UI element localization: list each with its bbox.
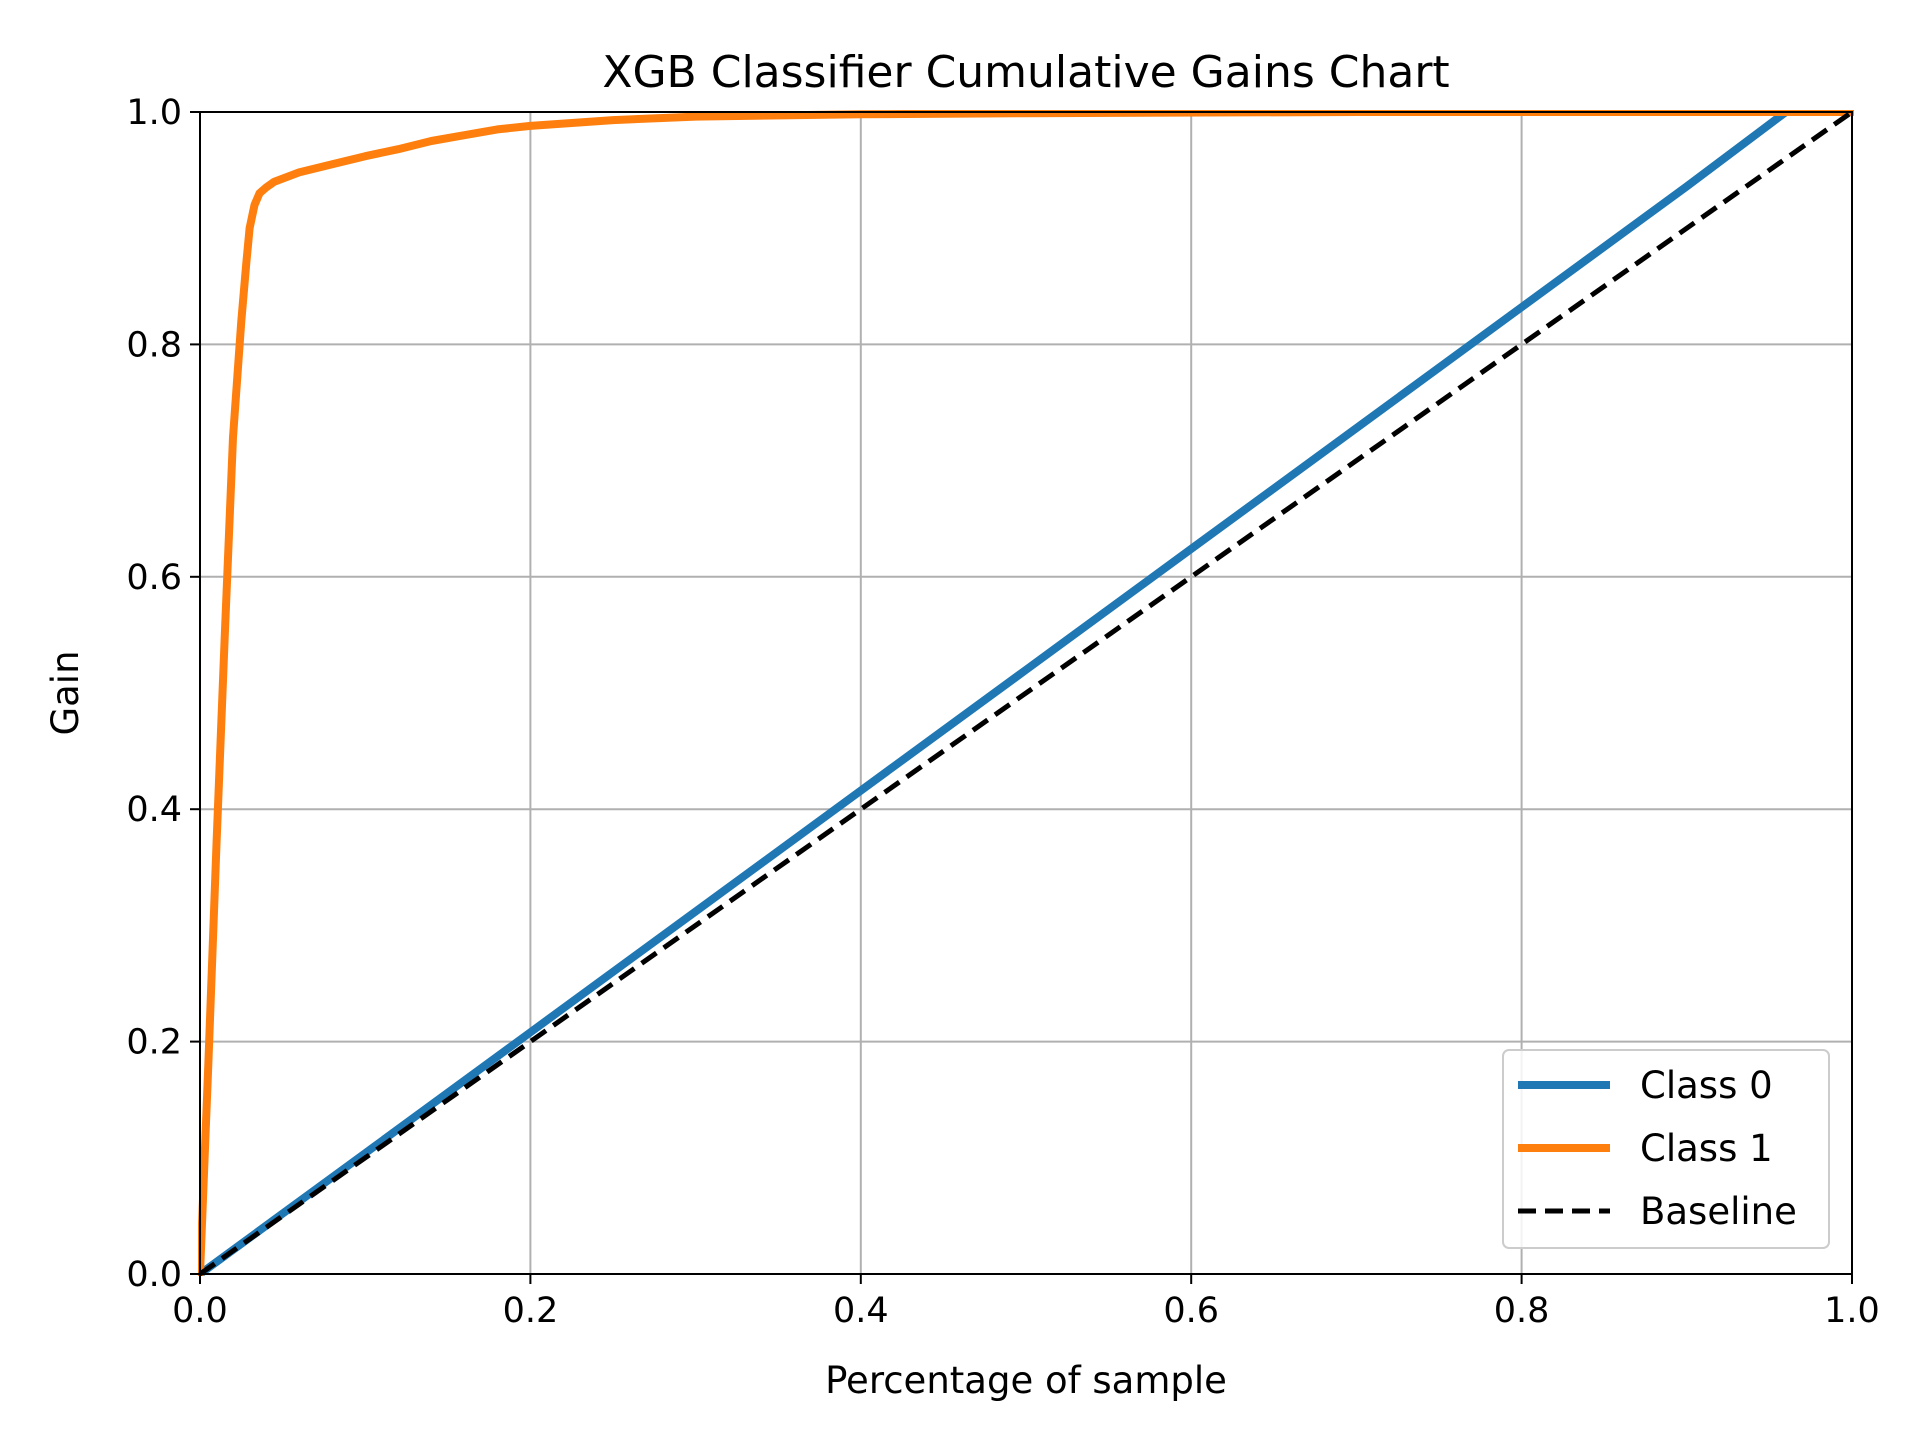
series-line-baseline <box>198 110 1854 1276</box>
y-tick-label: 0.8 <box>126 325 182 365</box>
y-axis-label: Gain <box>44 650 87 735</box>
series-layer <box>198 110 1854 1276</box>
plot-frame <box>199 111 1853 1275</box>
axis-ticks: 0.0 0.2 0.4 0.6 0.8 1.0 0.0 0.2 0.4 0.6 0.8 1.0 <box>126 93 1880 1331</box>
x-tick-label: 0.4 <box>833 1291 889 1331</box>
y-tick-label: 0.2 <box>126 1023 182 1063</box>
grid <box>199 111 1853 1275</box>
x-tick-label: 0.0 <box>172 1291 228 1331</box>
legend-box <box>1502 1049 1830 1249</box>
x-tick-label: 0.2 <box>503 1291 559 1331</box>
y-tick-label: 0.6 <box>126 558 182 598</box>
series-line-class-0 <box>198 110 1854 1276</box>
y-tick-label: 0.0 <box>126 1255 182 1295</box>
chart-title: XGB Classifier Cumulative Gains Chart <box>602 47 1449 98</box>
legend-label: Class 1 <box>1640 1127 1773 1170</box>
legend-label: Baseline <box>1640 1190 1797 1233</box>
x-tick-label: 0.6 <box>1163 1291 1219 1331</box>
series-line-class-1 <box>198 110 1854 1276</box>
y-tick-label: 0.4 <box>126 790 182 830</box>
x-tick-label: 0.8 <box>1494 1291 1550 1331</box>
y-tick-label: 1.0 <box>126 93 182 133</box>
x-tick-label: 1.0 <box>1824 1291 1880 1331</box>
x-axis-label: Percentage of sample <box>825 1359 1227 1402</box>
legend-label: Class 0 <box>1640 1064 1773 1107</box>
legend: Class 0 Class 1 Baseline <box>1502 1049 1830 1249</box>
